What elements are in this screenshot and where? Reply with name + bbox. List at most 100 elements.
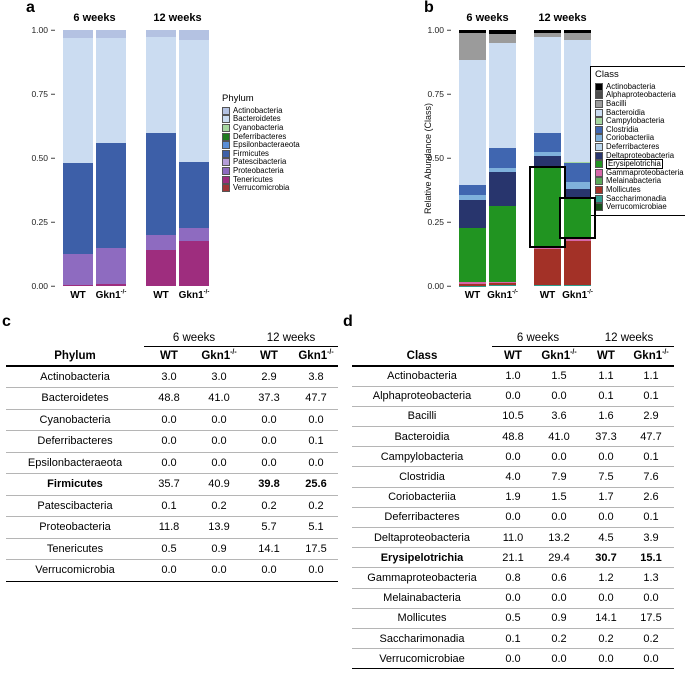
bar-segment-saccharimonadia bbox=[564, 285, 591, 286]
legend-label: Gammaproteobacteria bbox=[606, 167, 684, 177]
x-axis-label: WT bbox=[153, 290, 169, 301]
value-cell: 3.0 bbox=[144, 366, 194, 388]
y-axis-ticks-a: 1.00 0.75 0.50 0.25 0.00 bbox=[26, 26, 56, 290]
y-tick-label: 0.00 bbox=[31, 280, 55, 291]
panel-c-phylum-table: c 6 weeks 12 weeks Phylum WT Gkn1-/- WT Gkn1-/… bbox=[0, 312, 340, 678]
bar-segment-firmicutes bbox=[146, 132, 176, 235]
value-cell: 39.8 bbox=[244, 473, 294, 496]
table-row: Tenericutes 0.5 0.9 14.1 17.5 bbox=[6, 538, 338, 560]
value-cell: 0.1 bbox=[584, 386, 628, 407]
legend-swatch-melainabacteria bbox=[595, 177, 603, 186]
legend-swatch-deferribacteres bbox=[222, 132, 230, 141]
value-cell: 1.1 bbox=[628, 366, 674, 387]
legend-label: Alphaproteobacteria bbox=[606, 90, 676, 100]
value-cell: 0.0 bbox=[534, 588, 584, 609]
row-label: Erysipelotrichia bbox=[352, 547, 492, 569]
table-title-cell: Phylum bbox=[6, 346, 144, 367]
y-tick-label: 0.25 bbox=[31, 216, 55, 227]
y-tick-label: 1.00 bbox=[31, 24, 55, 35]
phylum-legend: Phylum Actinobacteria Bacteroidetes Cyanoba… bbox=[222, 94, 300, 193]
value-cell: 0.0 bbox=[294, 452, 338, 474]
x-axis-label: Gkn1-/- bbox=[487, 289, 518, 301]
stacked-bar bbox=[459, 30, 486, 286]
legend-label: Bacteroidia bbox=[606, 107, 646, 117]
value-cell: 11.8 bbox=[144, 516, 194, 539]
value-cell: 0.2 bbox=[534, 628, 584, 650]
row-label: Cyanobacteria bbox=[6, 409, 144, 431]
bar-segment-gammaproteobacteria bbox=[459, 282, 486, 285]
class-table: 6 weeks 12 weeks Class WT Gkn1-/- WT Gkn1-/- Ac… bbox=[352, 330, 674, 670]
value-cell: 0.0 bbox=[628, 648, 674, 670]
legend-item: Bacteroidia bbox=[595, 108, 684, 117]
legend-swatch-verrucomicrobiae bbox=[595, 203, 603, 212]
value-cell: 0.5 bbox=[144, 538, 194, 560]
group-header-spacer bbox=[352, 330, 492, 346]
panel-letter-c: c bbox=[2, 313, 11, 330]
genotype-superscript: -/- bbox=[570, 348, 577, 356]
value-cell: 0.0 bbox=[492, 648, 534, 670]
value-cell: 30.7 bbox=[584, 547, 628, 569]
legend-swatch-deltaproteobacteria bbox=[595, 151, 603, 160]
value-cell: 47.7 bbox=[628, 426, 674, 448]
bar-segment-patescibacteria bbox=[179, 227, 209, 229]
genotype-superscript: -/- bbox=[230, 348, 237, 356]
value-cell: 48.8 bbox=[144, 387, 194, 410]
value-cell: 1.5 bbox=[534, 487, 584, 508]
bar-segment-clostridia bbox=[489, 148, 516, 169]
legend-item: Mollicutes bbox=[595, 186, 684, 195]
legend-label: Deferribacteres bbox=[233, 131, 287, 141]
column-header: WT bbox=[584, 346, 628, 367]
bar-segment-erysipelotrichia bbox=[529, 166, 566, 248]
legend-label: Clostridia bbox=[606, 124, 639, 134]
value-cell: 4.5 bbox=[584, 527, 628, 549]
legend-item: Epsilonbacteraeota bbox=[222, 141, 300, 150]
bar-segment-clostridia bbox=[564, 162, 591, 182]
legend-item: Actinobacteria bbox=[222, 107, 300, 116]
value-cell: 0.8 bbox=[492, 567, 534, 589]
value-cell: 0.0 bbox=[194, 559, 244, 582]
legend-swatch-verrucomicrobia bbox=[222, 184, 230, 193]
genotype-superscript: -/- bbox=[587, 289, 593, 296]
bar-segment-proteobacteria bbox=[179, 228, 209, 242]
bar-segment-bacteroidetes bbox=[179, 39, 209, 162]
bar-segment-bacteroidetes bbox=[63, 37, 93, 163]
value-cell: 0.0 bbox=[144, 452, 194, 474]
bar-segment-tenericutes bbox=[146, 249, 176, 286]
table-row: Erysipelotrichia 21.1 29.4 30.7 15.1 bbox=[352, 547, 674, 569]
bar-segment-gammaproteobacteria bbox=[489, 281, 516, 284]
table-row: Alphaproteobacteria 0.0 0.0 0.1 0.1 bbox=[352, 386, 674, 407]
value-cell: 5.7 bbox=[244, 516, 294, 539]
y-tick-label: 0.00 bbox=[427, 280, 451, 291]
value-cell: 7.9 bbox=[534, 466, 584, 488]
bar-segment-deltaproteobacteria bbox=[564, 188, 591, 199]
stacked-bar bbox=[179, 30, 209, 286]
value-cell: 0.9 bbox=[194, 538, 244, 560]
stacked-bar bbox=[63, 30, 93, 286]
panel-letter-a: a bbox=[26, 0, 35, 16]
value-cell: 0.0 bbox=[584, 648, 628, 670]
bar-segment-actinobacteria bbox=[63, 30, 93, 38]
value-cell: 0.0 bbox=[534, 386, 584, 407]
legend-label: Coriobacteriia bbox=[606, 133, 655, 143]
bar-segment-bacteroidia bbox=[564, 40, 591, 163]
row-label: Melainabacteria bbox=[352, 588, 492, 609]
value-cell: 0.0 bbox=[492, 446, 534, 468]
value-cell: 2.6 bbox=[628, 487, 674, 508]
bar-segment-firmicutes bbox=[96, 142, 126, 248]
bar-segment-erysipelotrichia bbox=[459, 228, 486, 283]
bar-segment-erysipelotrichia bbox=[489, 206, 516, 282]
row-label: Campylobacteria bbox=[352, 446, 492, 468]
value-cell: 41.0 bbox=[194, 387, 244, 410]
legend-swatch-actinobacteria bbox=[595, 82, 603, 91]
stacked-bar bbox=[559, 30, 596, 286]
bar-segment-mollicutes bbox=[534, 249, 561, 286]
bar-segment-bacteroidetes bbox=[96, 37, 126, 143]
y-tick-label: 0.50 bbox=[31, 152, 55, 163]
bar-segment-saccharimonadia bbox=[534, 285, 561, 286]
bar-segment-deltaproteobacteria bbox=[459, 199, 486, 229]
column-header: WT bbox=[244, 346, 294, 367]
legend-item: Proteobacteria bbox=[222, 167, 300, 176]
row-label: Actinobacteria bbox=[352, 366, 492, 387]
value-cell: 0.1 bbox=[628, 446, 674, 468]
